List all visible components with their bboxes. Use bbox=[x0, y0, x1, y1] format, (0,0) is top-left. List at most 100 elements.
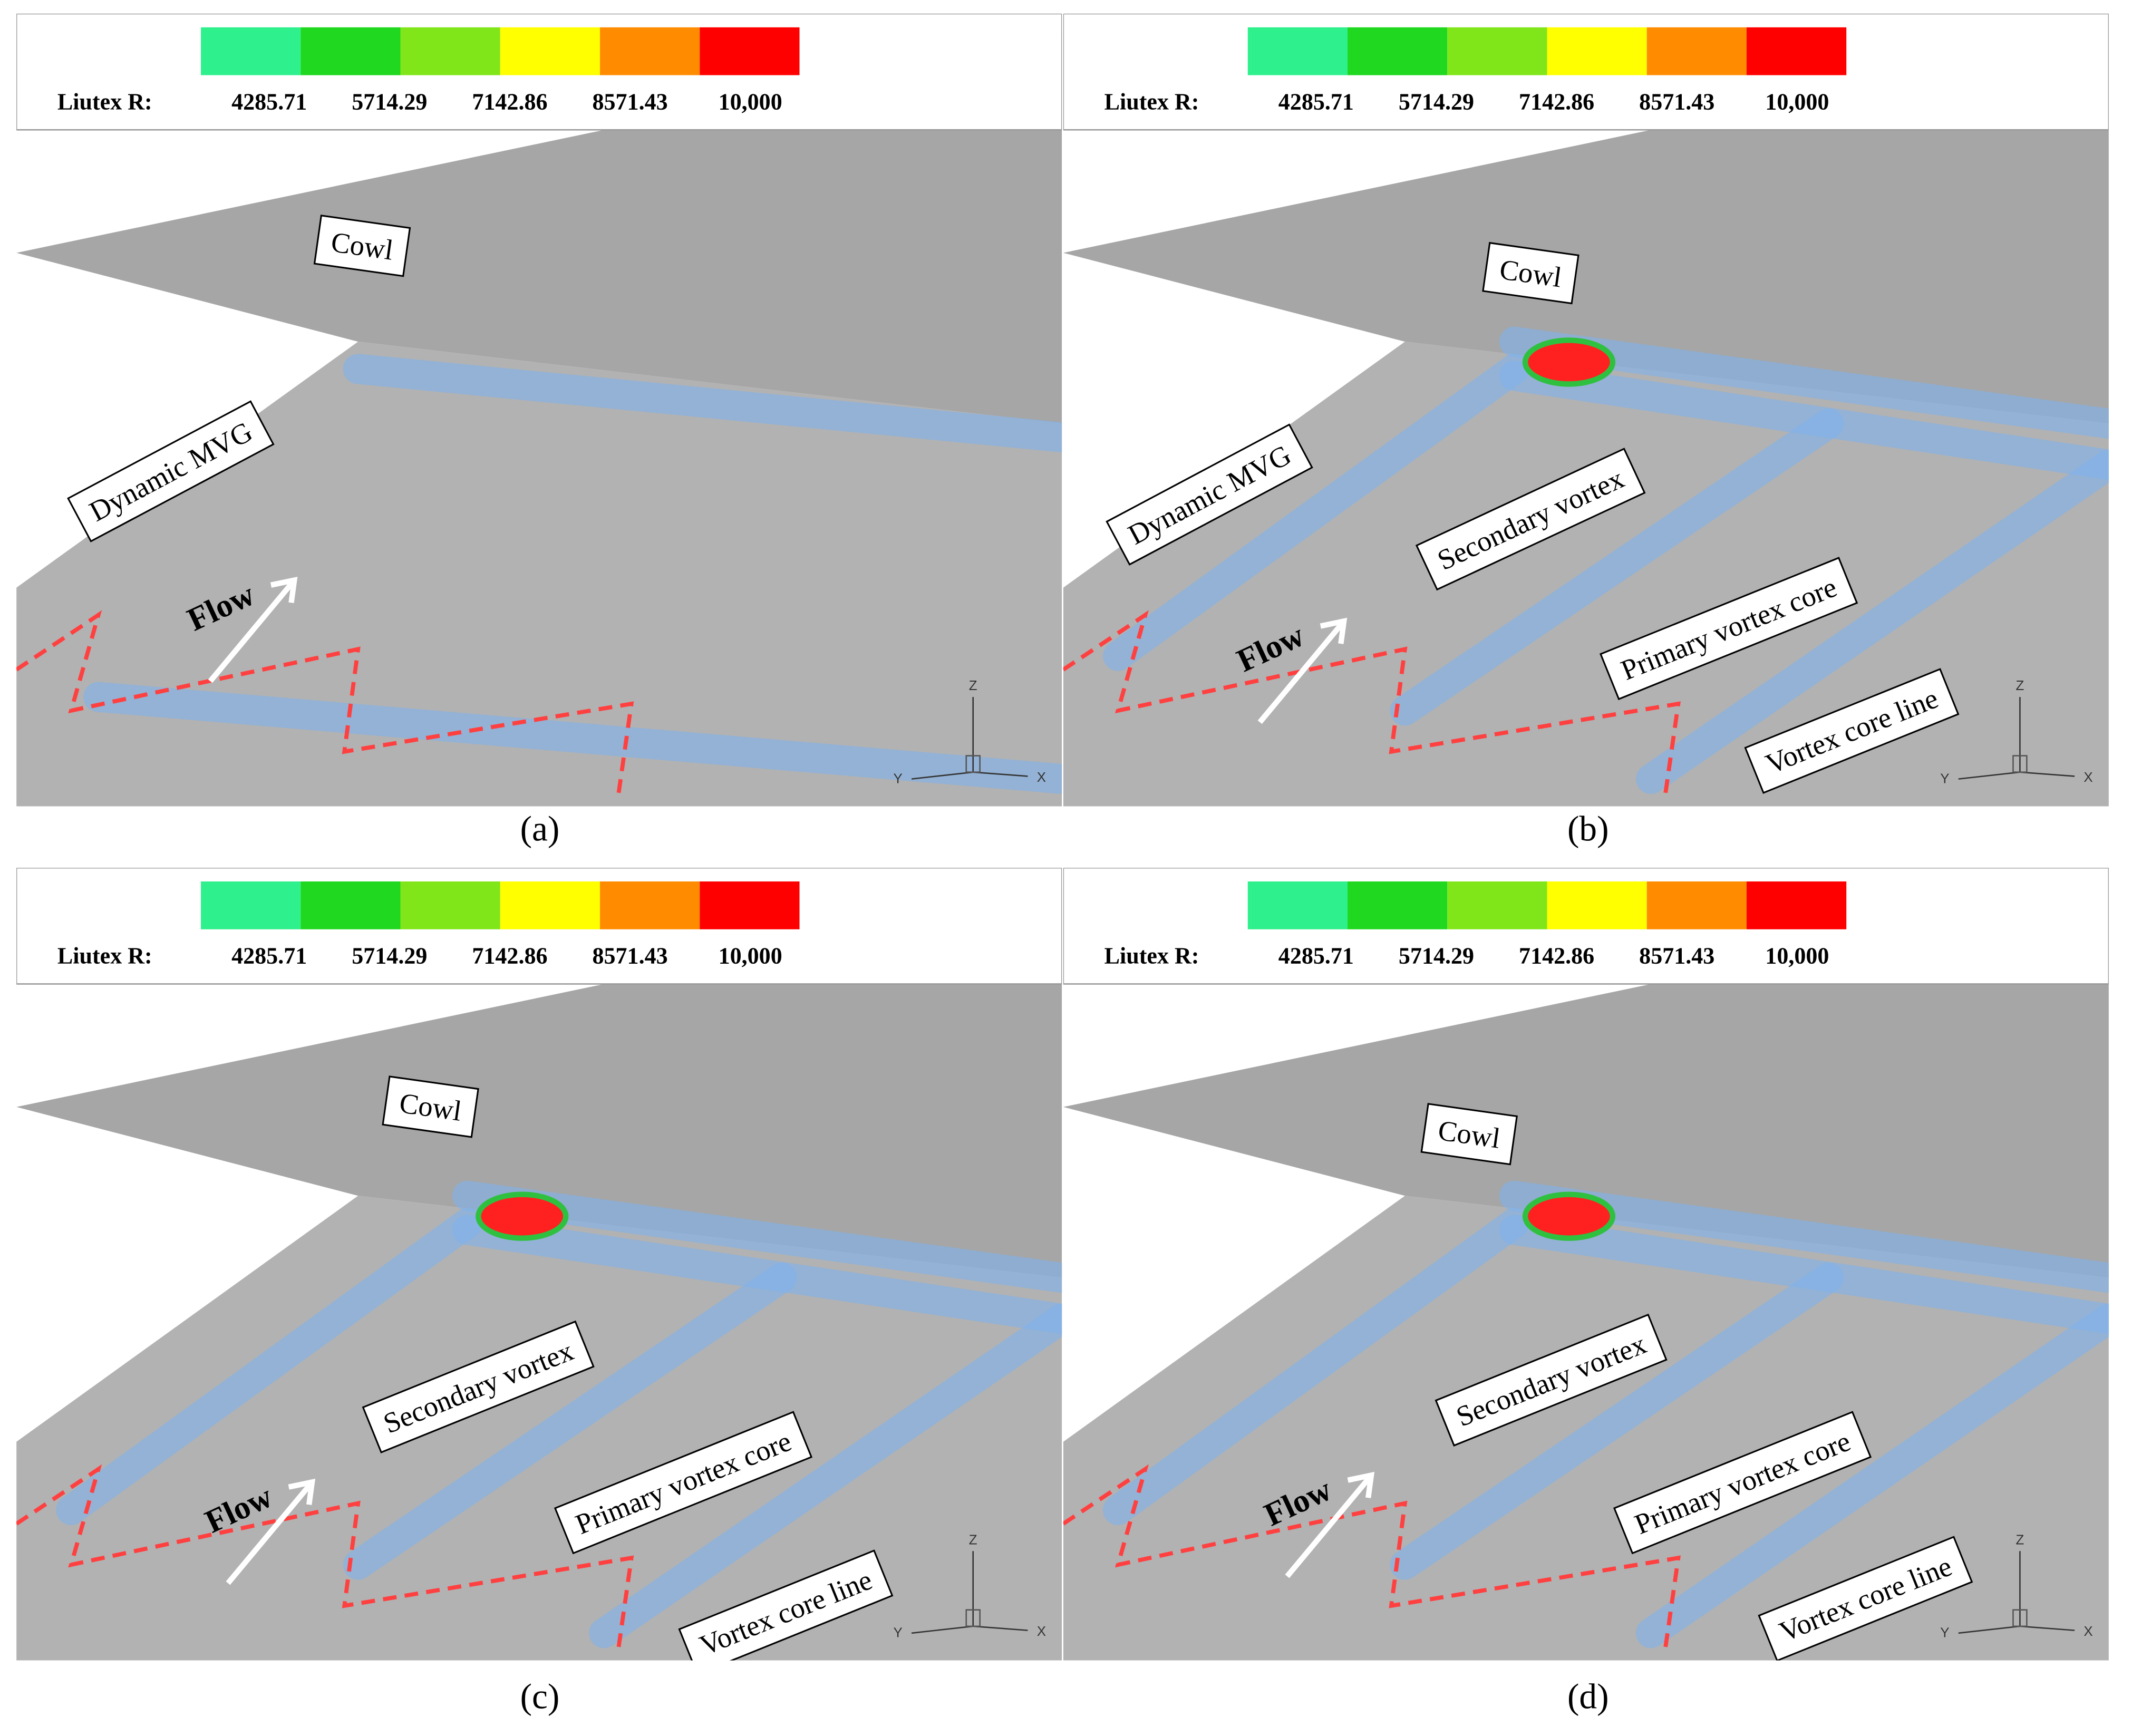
triad-label: Z bbox=[2016, 1533, 2024, 1547]
legend-title: Liutex R: bbox=[57, 943, 152, 969]
mvg-outline bbox=[1063, 1464, 1681, 1654]
legend-tick: 10,000 bbox=[1765, 943, 1829, 969]
annotation-box bbox=[1420, 1103, 1518, 1166]
mvg-outline bbox=[16, 1464, 634, 1654]
cowl-surface bbox=[1063, 34, 2109, 424]
triad-box bbox=[965, 1609, 981, 1627]
triad-y bbox=[1958, 771, 2020, 780]
colorbar-segment bbox=[1447, 881, 1547, 929]
flow-arrow-head bbox=[1347, 1471, 1375, 1498]
legend-tick: 4285.71 bbox=[1278, 943, 1354, 969]
annotation-box bbox=[678, 1549, 894, 1661]
triad-box bbox=[2012, 1609, 2028, 1627]
colorbar-segment bbox=[1547, 881, 1647, 929]
mvg-outline bbox=[16, 610, 634, 800]
triad-box bbox=[965, 755, 981, 773]
vortex-tube bbox=[1635, 449, 2109, 794]
vortex-tube bbox=[1635, 1304, 2109, 1648]
colorbar-segment bbox=[400, 27, 500, 75]
vortex-core bbox=[476, 1191, 569, 1241]
flow-arrow bbox=[226, 1482, 313, 1585]
annotation-box bbox=[1758, 1536, 1973, 1661]
vortex-tube bbox=[1390, 409, 1844, 726]
annotation-box bbox=[362, 1320, 595, 1453]
legend-tick: 5714.29 bbox=[1399, 89, 1474, 114]
triad-label: Z bbox=[969, 678, 977, 693]
vortex-core bbox=[1522, 1191, 1616, 1241]
triad-box bbox=[2012, 755, 2028, 773]
legend-tick: 7142.86 bbox=[1519, 89, 1594, 114]
legend-title: Liutex R: bbox=[57, 89, 152, 114]
legend-tick: 5714.29 bbox=[352, 943, 427, 969]
annotation-box bbox=[313, 215, 411, 277]
annotation-box bbox=[1415, 448, 1646, 591]
vortex-tube bbox=[343, 354, 1062, 453]
legend-tick: 5714.29 bbox=[352, 89, 427, 114]
vortex-tube bbox=[1390, 1263, 1844, 1580]
triad-y bbox=[1958, 1625, 2020, 1634]
legend-tick: 8571.43 bbox=[592, 943, 667, 969]
legend-tick: 4285.71 bbox=[231, 89, 307, 114]
cowl-surface bbox=[16, 34, 1062, 424]
annotation: Cowl bbox=[1482, 241, 1579, 305]
vortex-tube bbox=[83, 682, 1062, 794]
annotation-box bbox=[1613, 1411, 1872, 1555]
legend-tick: 8571.43 bbox=[1639, 89, 1714, 114]
annotation-box bbox=[67, 400, 275, 542]
mvg-outline bbox=[1063, 610, 1681, 800]
colorbar-segment bbox=[700, 881, 800, 929]
colorbar-segment bbox=[500, 881, 600, 929]
annotation-box bbox=[1482, 241, 1579, 305]
panel-label: (c) bbox=[520, 1676, 560, 1716]
legend-tick: 8571.43 bbox=[1639, 943, 1714, 969]
vortex-tube bbox=[343, 1263, 797, 1580]
triad-label: X bbox=[1037, 1624, 1046, 1639]
annotation: Cowl bbox=[1420, 1103, 1518, 1166]
triad-x bbox=[2020, 1625, 2075, 1631]
annotation-box bbox=[1744, 668, 1960, 794]
annotation-box bbox=[1600, 557, 1858, 701]
legend-tick: 4285.71 bbox=[231, 943, 307, 969]
triad-label: Y bbox=[1940, 771, 1949, 786]
flow-arrow bbox=[208, 580, 295, 683]
panel-label: (d) bbox=[1567, 1676, 1609, 1716]
annotation-box bbox=[1435, 1313, 1668, 1447]
panel: Liutex R: 4285.71 5714.29 7142.86 8571.43 10,… bbox=[16, 13, 1062, 807]
vortex-tube bbox=[1499, 1215, 2109, 1334]
cowl-surface bbox=[1063, 888, 2109, 1278]
legend-tick: 7142.86 bbox=[1519, 943, 1594, 969]
triad-label: X bbox=[2083, 1624, 2092, 1639]
triad-label: Z bbox=[2016, 678, 2024, 693]
flow-arrow-head bbox=[270, 576, 298, 603]
colorbar-segment bbox=[1447, 27, 1547, 75]
vortex-tube bbox=[56, 1208, 483, 1526]
colorbar-segment bbox=[201, 27, 301, 75]
vortex-core bbox=[1522, 337, 1616, 387]
scene: Liutex R: 4285.71 5714.29 7142.86 8571.43 10,… bbox=[1063, 13, 2109, 807]
vortex-tube bbox=[452, 1215, 1062, 1334]
cowl-surface bbox=[16, 888, 1062, 1278]
legend-tick: 7142.86 bbox=[472, 89, 547, 114]
triad-x bbox=[973, 771, 1028, 777]
legend-title: Liutex R: bbox=[1104, 89, 1199, 114]
legend-tick: 5714.29 bbox=[1399, 943, 1474, 969]
legend-tick: 10,000 bbox=[719, 943, 782, 969]
colorbar-segment bbox=[500, 27, 600, 75]
flow-arrow-head bbox=[288, 1478, 316, 1505]
legend-tick: 10,000 bbox=[719, 89, 782, 114]
colorbar-segment bbox=[1746, 881, 1847, 929]
vortex-tube bbox=[1102, 354, 1529, 671]
colorbar-segment bbox=[301, 881, 401, 929]
colorbar-segment bbox=[1247, 881, 1348, 929]
triad-label: Z bbox=[969, 1533, 977, 1547]
colorbar-segment bbox=[700, 27, 800, 75]
annotation-box bbox=[382, 1075, 479, 1138]
annotation: Cowl bbox=[313, 215, 411, 277]
triad-label: X bbox=[1037, 770, 1046, 785]
annotation-box bbox=[1106, 423, 1313, 566]
triad-y bbox=[911, 1625, 973, 1634]
colorbar-segment bbox=[1348, 881, 1448, 929]
colorbar-segment bbox=[1646, 881, 1747, 929]
panel: Liutex R: 4285.71 5714.29 7142.86 8571.43 10,… bbox=[1063, 13, 2109, 807]
